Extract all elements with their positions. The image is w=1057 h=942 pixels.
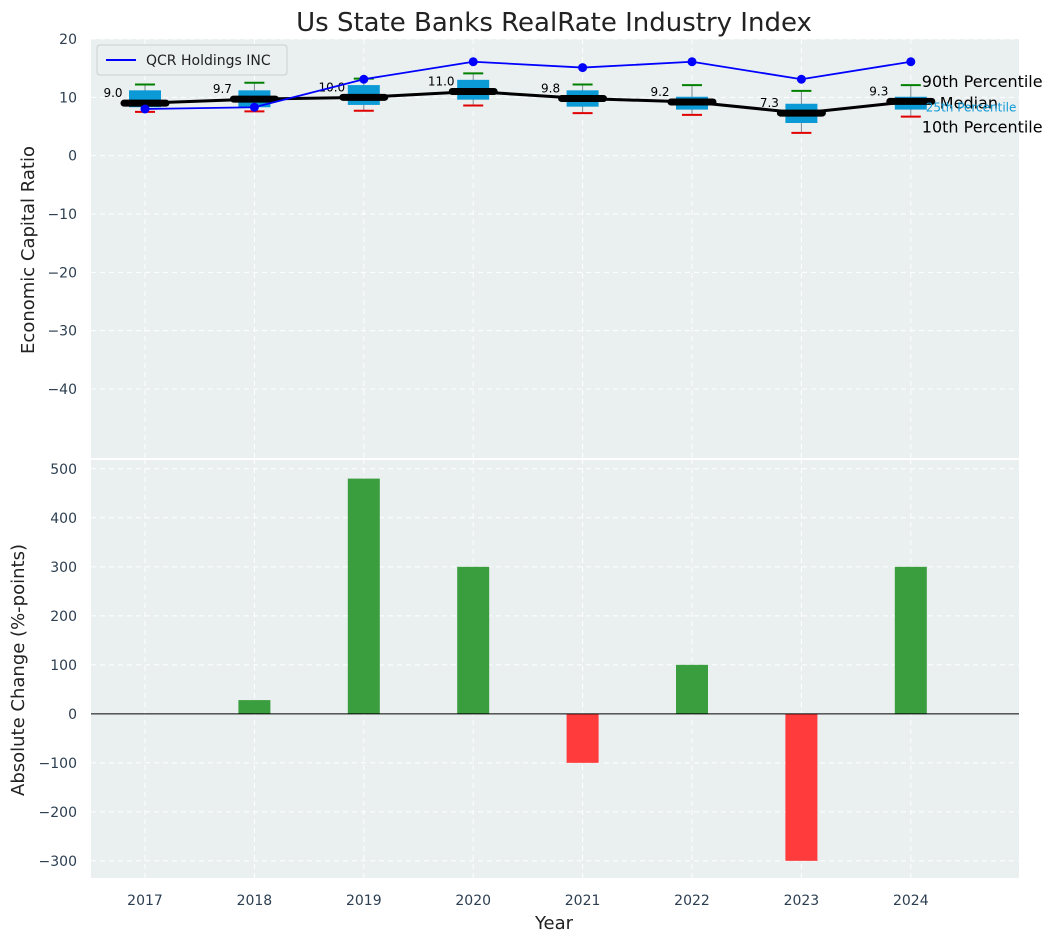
- median-value-label: 9.2: [650, 85, 669, 99]
- bottom-y-tick-label: 500: [50, 462, 77, 478]
- bottom-y-tick-labels: 500 400 300 200 100 0 −100 −200 −300: [39, 462, 77, 870]
- percentile-annotations: 90th Percentile Median 25th Percentile 1…: [922, 72, 1043, 136]
- top-y-tick-label: 20: [59, 32, 77, 48]
- qcr-series: [140, 57, 916, 114]
- top-y-tick-label: 10: [59, 90, 77, 106]
- bottom-y-tick-label: 100: [50, 658, 77, 674]
- bar: [785, 713, 818, 861]
- bottom-y-tick-label: −300: [39, 854, 77, 870]
- legend: QCR Holdings INC: [96, 44, 288, 76]
- x-tick-label: 2024: [893, 893, 929, 909]
- x-tick-label: 2023: [784, 893, 820, 909]
- bottom-plot-background: [91, 459, 1019, 878]
- series-point: [468, 57, 478, 67]
- x-tick-label: 2017: [127, 893, 163, 909]
- x-axis-label: Year: [534, 913, 574, 934]
- bars: [238, 478, 927, 861]
- x-tick-labels: 2017 2018 2019 2020 2021 2022 2023 2024: [127, 893, 929, 909]
- bar: [676, 664, 708, 714]
- series-point: [249, 102, 259, 112]
- series-point: [906, 57, 916, 67]
- legend-label: QCR Holdings INC: [146, 53, 271, 69]
- x-tick-label: 2019: [346, 893, 382, 909]
- top-y-tick-labels: 20 10 0 −10 −20 −30 −40: [47, 32, 77, 398]
- annotation-p25: 25th Percentile: [926, 100, 1017, 114]
- x-tick-label: 2022: [674, 893, 710, 909]
- bar: [894, 566, 927, 714]
- bottom-y-tick-label: 0: [68, 707, 77, 723]
- annotation-p10: 10th Percentile: [922, 118, 1043, 137]
- top-y-tick-label: −20: [47, 265, 77, 281]
- x-tick-label: 2018: [237, 893, 273, 909]
- median-value-label: 9.0: [103, 86, 122, 100]
- series-point: [359, 74, 369, 84]
- top-plot-background: [91, 39, 1019, 459]
- bottom-y-tick-label: −100: [39, 756, 77, 772]
- bar: [566, 713, 599, 763]
- series-point: [687, 57, 697, 67]
- bar: [347, 478, 380, 714]
- top-y-tick-label: 0: [68, 149, 77, 165]
- median-line-group: 9.0 9.7 10.0 11.0 9.8 9.27.39.3: [103, 75, 936, 117]
- bottom-y-axis-label: Absolute Change (%-points): [8, 544, 29, 796]
- median-value-label: 9.7: [213, 82, 232, 96]
- bar: [238, 700, 271, 714]
- median-value-label: 11.0: [428, 75, 455, 89]
- bottom-y-tick-label: 400: [50, 511, 77, 527]
- annotation-p90: 90th Percentile: [922, 72, 1043, 91]
- top-y-axis-label: Economic Capital Ratio: [18, 146, 39, 354]
- top-y-tick-label: −10: [47, 207, 77, 223]
- bottom-y-tick-label: 200: [50, 609, 77, 625]
- bottom-y-tick-label: 300: [50, 560, 77, 576]
- top-y-tick-label: −30: [47, 324, 77, 340]
- median-value-label: 9.3: [869, 84, 888, 98]
- bottom-y-tick-label: −200: [39, 805, 77, 821]
- annotation-median: Median: [940, 93, 998, 112]
- series-point: [140, 104, 150, 114]
- median-value-label: 7.3: [760, 96, 779, 110]
- legend-box: [96, 44, 288, 76]
- bar: [457, 566, 490, 714]
- series-point: [578, 63, 588, 73]
- series-point: [796, 74, 806, 84]
- top-y-tick-label: −40: [47, 382, 77, 398]
- chart-title: Us State Banks RealRate Industry Index: [296, 8, 812, 38]
- median-value-label: 9.8: [541, 82, 560, 96]
- x-tick-label: 2020: [455, 893, 491, 909]
- x-tick-label: 2021: [565, 893, 601, 909]
- series-line: [144, 60, 911, 110]
